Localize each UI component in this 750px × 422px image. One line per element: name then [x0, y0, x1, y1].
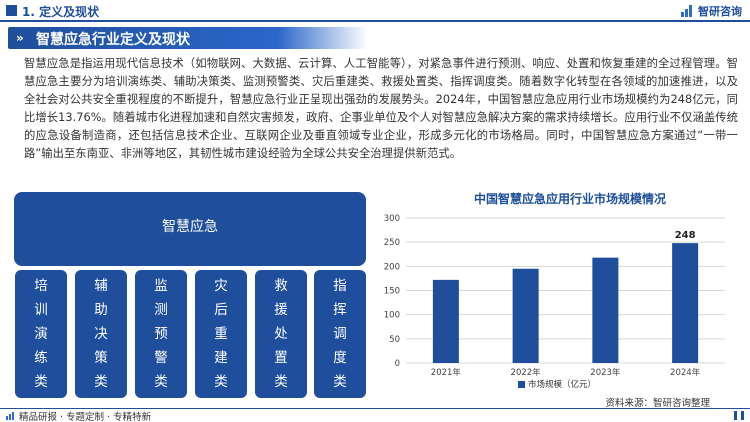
- data-label: 248: [675, 230, 696, 241]
- page-marker-icon: [734, 411, 744, 420]
- footer-tagline: 精品研报 · 专题定制 · 专精特新: [6, 409, 151, 422]
- y-tick-label: 50: [389, 335, 400, 345]
- category-box-rescue: 救援处置类: [255, 270, 307, 398]
- category-label: 培训演练类: [34, 278, 48, 390]
- x-tick-label: 2024年: [670, 367, 701, 378]
- bar: [432, 279, 459, 363]
- y-tick-label: 150: [384, 287, 400, 297]
- category-label: 救援处置类: [274, 278, 288, 390]
- x-tick-label: 2022年: [511, 367, 542, 378]
- category-box-monitoring: 监测预警类: [135, 270, 187, 398]
- page-title: 智慧应急行业定义及现状: [36, 32, 190, 48]
- diagram-root-box: 智慧应急: [14, 192, 366, 266]
- category-box-reconstruction: 灾后重建类: [195, 270, 247, 398]
- brand-name: 智研咨询: [698, 5, 742, 18]
- double-chevron-icon: »: [16, 31, 24, 45]
- y-tick-label: 300: [384, 214, 400, 224]
- category-box-decision: 辅助决策类: [75, 270, 127, 398]
- x-tick-label: 2023年: [590, 367, 621, 378]
- legend-swatch: [518, 381, 525, 388]
- bar: [512, 268, 539, 363]
- top-bar: 1. 定义及现状 智研咨询: [0, 0, 750, 22]
- definition-paragraph: 智慧应急是指运用现代信息技术（如物联网、大数据、云计算、人工智能等），对紧急事件…: [24, 57, 738, 160]
- y-tick-label: 100: [384, 311, 400, 321]
- section-square-icon: [6, 5, 17, 16]
- market-size-chart: 0 50 100 150 200 250 300 2021年 2022年 2023年 2024年 24…: [384, 214, 725, 390]
- category-box-command: 指挥调度类: [314, 270, 366, 398]
- y-tick-label: 0: [395, 359, 400, 369]
- bar: [672, 243, 699, 363]
- footer-text: 精品研报 · 专题定制 · 专精特新: [19, 412, 152, 422]
- bar: [592, 257, 619, 363]
- title-banner: » 智慧应急行业定义及现状: [8, 27, 368, 49]
- diagram-root-label: 智慧应急: [162, 219, 218, 235]
- footer-bar: 精品研报 · 专题定制 · 专精特新: [0, 408, 750, 422]
- category-label: 辅助决策类: [94, 278, 108, 390]
- section-label: 1. 定义及现状: [22, 5, 100, 19]
- category-box-training: 培训演练类: [15, 270, 67, 398]
- source-note: 资料来源：智研咨询整理: [605, 398, 710, 409]
- legend-label: 市场规模（亿元）: [528, 379, 596, 390]
- category-label: 监测预警类: [154, 278, 168, 390]
- bar-chart-logo-icon: [6, 412, 16, 420]
- chart-title: 中国智慧应急应用行业市场规模情况: [473, 192, 666, 206]
- y-tick-label: 200: [384, 262, 400, 272]
- bar-chart-logo-icon: [681, 5, 695, 17]
- brand-logo: 智研咨询: [681, 3, 742, 19]
- category-label: 灾后重建类: [214, 278, 228, 390]
- y-tick-label: 250: [384, 238, 400, 248]
- x-tick-label: 2021年: [431, 367, 462, 378]
- category-label: 指挥调度类: [333, 278, 347, 390]
